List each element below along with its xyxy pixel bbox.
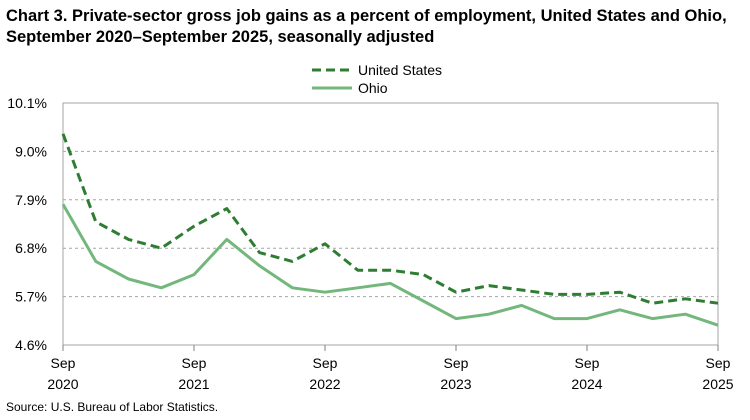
series-lines bbox=[61, 133, 719, 327]
y-tick-label: 4.6% bbox=[15, 337, 47, 353]
x-tick-label: Sep bbox=[444, 355, 469, 371]
x-tick-label: 2022 bbox=[309, 376, 340, 392]
y-tick-label: 6.8% bbox=[15, 240, 47, 256]
legend-label-united-states: United States bbox=[358, 62, 442, 78]
x-tick-label: 2025 bbox=[702, 376, 733, 392]
x-tick-label: Sep bbox=[313, 355, 338, 371]
legend: United States Ohio bbox=[312, 62, 442, 96]
x-tick-label: 2020 bbox=[47, 376, 78, 392]
x-tick-label: Sep bbox=[706, 355, 731, 371]
source-note: Source: U.S. Bureau of Labor Statistics. bbox=[6, 400, 219, 414]
y-tick-label: 5.7% bbox=[15, 289, 47, 305]
x-tick-label: 2021 bbox=[178, 376, 209, 392]
x-tick-label: Sep bbox=[182, 355, 207, 371]
legend-label-ohio: Ohio bbox=[358, 80, 388, 96]
x-tick-label: 2023 bbox=[440, 376, 471, 392]
series-line-united-states bbox=[61, 133, 719, 305]
y-tick-label: 9.0% bbox=[15, 143, 47, 159]
chart-title: Chart 3. Private-sector gross job gains … bbox=[6, 7, 727, 46]
series-line-ohio bbox=[61, 203, 719, 327]
x-tick-label: 2024 bbox=[571, 376, 602, 392]
x-tick-label: Sep bbox=[575, 355, 600, 371]
axes: 4.6% 5.7% 6.8% 7.9% 9.0% 10.1% Sep 2020 Sep 2021 S… bbox=[7, 95, 733, 392]
y-tick-label: 7.9% bbox=[15, 192, 47, 208]
x-tick-label: Sep bbox=[51, 355, 76, 371]
plot-frame bbox=[62, 102, 719, 346]
y-tick-label: 10.1% bbox=[7, 95, 47, 111]
gridlines bbox=[63, 150, 718, 298]
